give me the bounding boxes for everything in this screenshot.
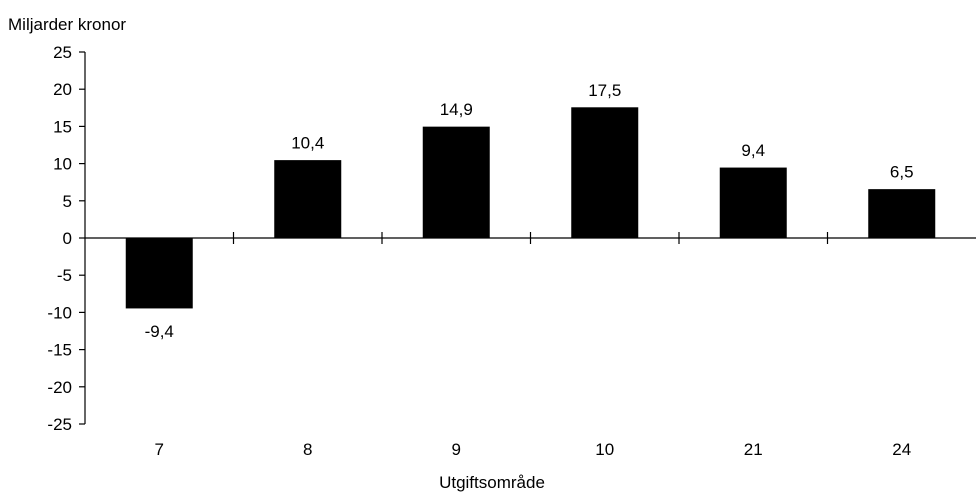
bar-9 [422, 126, 490, 239]
y-ticks: 25 20 15 10 5 0 -5 -10 -15 -20 -25 [47, 43, 85, 434]
bar-8 [274, 160, 342, 239]
y-tick-label: -20 [47, 378, 72, 397]
y-axis-title: Miljarder kronor [8, 15, 126, 34]
bar-21 [719, 167, 787, 239]
y-tick-label: 5 [63, 192, 72, 211]
y-tick-label: 10 [53, 155, 72, 174]
data-label: 6,5 [890, 163, 914, 182]
x-tick-label: 9 [452, 440, 461, 459]
y-tick-label: 15 [53, 117, 72, 136]
bars [125, 107, 936, 309]
x-tick-label: 8 [303, 440, 312, 459]
y-tick-label: -10 [47, 303, 72, 322]
bar-10 [571, 107, 639, 239]
data-labels: -9,4 10,4 14,9 17,5 9,4 6,5 [145, 81, 914, 341]
y-tick-label: -5 [57, 266, 72, 285]
x-axis-title: Utgiftsområde [439, 473, 545, 492]
bar-24 [868, 189, 936, 239]
x-tick-label: 24 [892, 440, 911, 459]
data-label: 10,4 [291, 134, 324, 153]
y-tick-label: 25 [53, 43, 72, 62]
data-label: 9,4 [741, 141, 765, 160]
data-label: 14,9 [440, 100, 473, 119]
bar-7 [125, 237, 193, 309]
y-tick-label: -25 [47, 415, 72, 434]
x-tick-label: 10 [595, 440, 614, 459]
y-tick-label: -15 [47, 341, 72, 360]
x-tick-label: 7 [155, 440, 164, 459]
data-label: 17,5 [588, 81, 621, 100]
y-tick-label: 20 [53, 80, 72, 99]
y-tick-label: 0 [63, 229, 72, 248]
x-ticks: 7 8 9 10 21 24 [155, 232, 911, 459]
x-tick-label: 21 [744, 440, 763, 459]
data-label: -9,4 [145, 322, 174, 341]
